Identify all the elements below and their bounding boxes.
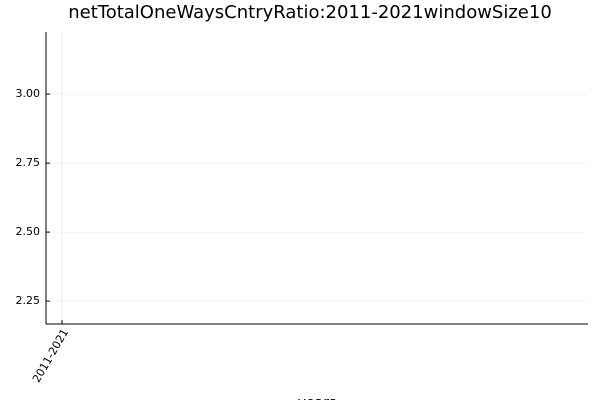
y-tick-label: 2.25 [16,294,41,307]
y-tick-label: 3.00 [16,87,41,100]
y-tick-label: 2.75 [16,156,41,169]
x-axis-label: years [298,395,337,400]
chart-title: netTotalOneWaysCntryRatio:2011-2021windo… [68,2,552,23]
y-tick-label: 2.50 [16,225,41,238]
x-tick-label: 2011-2021 [30,327,71,385]
